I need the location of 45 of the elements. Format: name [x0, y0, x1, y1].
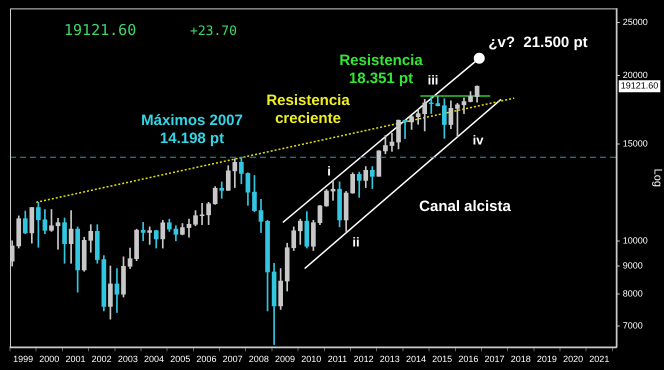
x-tick-label: 1999 [13, 354, 34, 364]
annotation: iv [472, 132, 484, 148]
x-tick-label: 2012 [354, 354, 374, 364]
x-tick-label: 2001 [65, 354, 86, 364]
candlestick [402, 120, 408, 139]
x-tick-label: 2019 [536, 354, 557, 364]
x-tick-label: 2008 [248, 354, 269, 364]
annotation: Resistencia 18.351 pt [339, 52, 424, 88]
x-tick-label: 2016 [458, 354, 478, 364]
x-tick-label: 2005 [170, 354, 190, 364]
x-tick-label: 2000 [39, 354, 60, 364]
x-tick-label: 2009 [274, 354, 296, 364]
text: +23.70 [190, 24, 237, 39]
x-tick-label: 2004 [144, 354, 164, 364]
x-tick-label: 2020 [563, 354, 584, 364]
annotation: i [327, 164, 331, 179]
x-tick-label: 2007 [222, 354, 243, 364]
annotation: Canal alcista [419, 198, 512, 216]
x-tick-label: 2015 [432, 354, 452, 364]
y-axis-title: Log [651, 168, 664, 187]
y-tick-label: 15000 [622, 138, 648, 149]
annotation: iii [428, 72, 438, 88]
x-tick-label: 2017 [484, 354, 505, 364]
y-tick-label: 10000 [622, 235, 648, 246]
x-tick-label: 2014 [406, 354, 426, 364]
y-tick-label: 8000 [622, 288, 643, 298]
x-tick-label: 2010 [301, 354, 322, 364]
x-tick-label: 2011 [328, 354, 348, 364]
x-tick-label: 2021 [589, 354, 610, 364]
x-tick-label: 2002 [92, 354, 112, 364]
y-tick-label: 25000 [622, 16, 648, 27]
y-tick-label: 20000 [622, 70, 648, 80]
x-tick-label: 2018 [510, 354, 531, 364]
annotation: ¿v? 21.500 pt [488, 34, 588, 52]
text: 19121.60 [64, 21, 136, 39]
x-tick-label: 2006 [196, 354, 216, 364]
y-tick-label: 9000 [622, 260, 643, 270]
annotation: Máximos 2007 14.198 pt [141, 112, 243, 148]
x-tick-label: 2003 [118, 354, 138, 364]
annotation: ii [352, 234, 360, 250]
x-tick-label: 2013 [380, 354, 400, 364]
y-tick-label: 7000 [622, 320, 643, 330]
candlestick [114, 268, 120, 313]
text: 19121.60 [620, 80, 658, 91]
annotation: Resistencia creciente [266, 92, 350, 128]
